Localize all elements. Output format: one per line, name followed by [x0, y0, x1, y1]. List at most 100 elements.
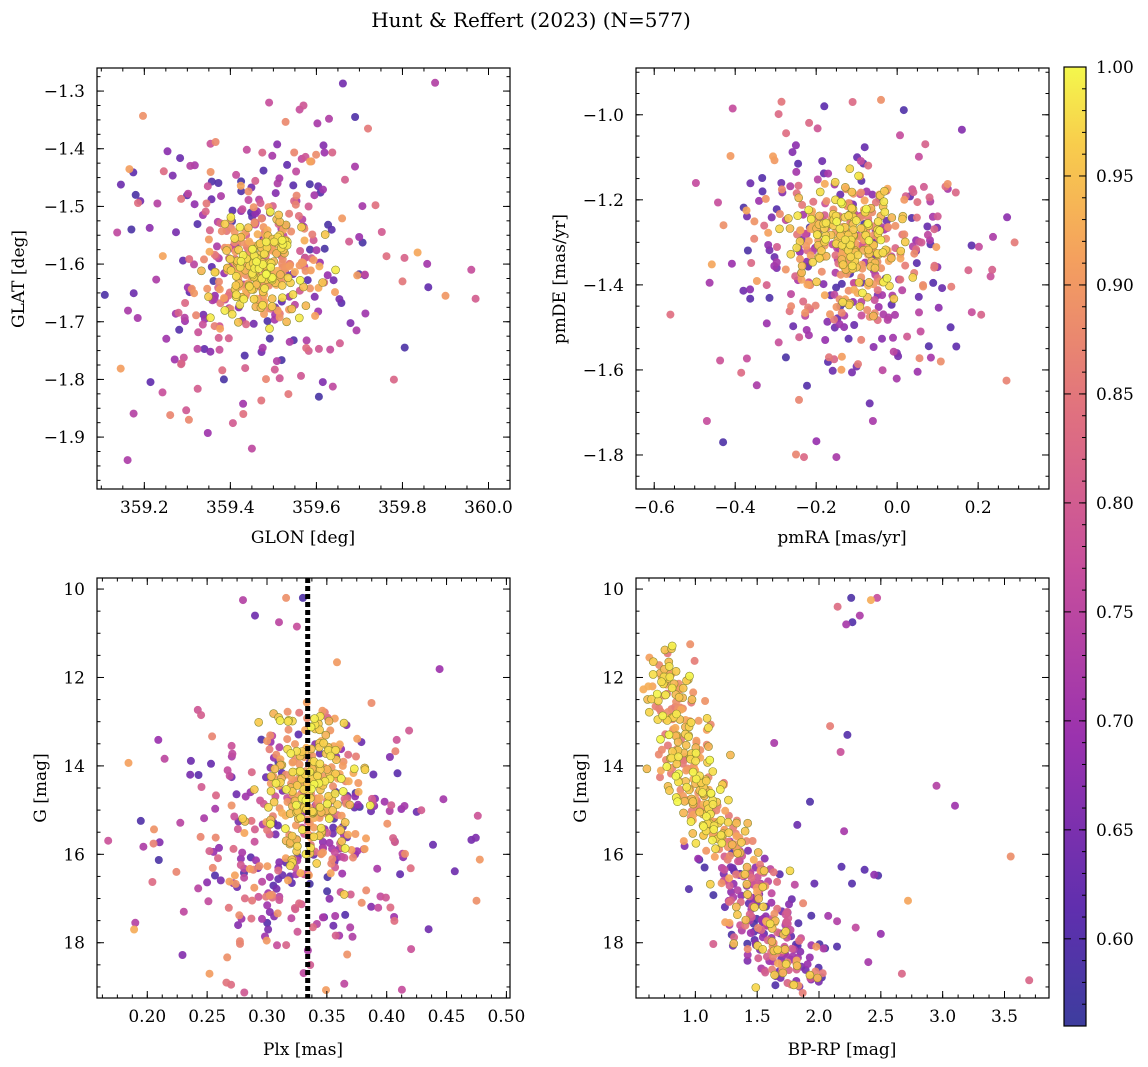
- data-point: [225, 771, 234, 780]
- panel-pmra-pmde: −0.6 −0.4 −0.2 0.0 0.2 −1.0 −1.2 −1.4 −1.6 −1.8 p…: [550, 67, 1050, 548]
- data-point: [658, 711, 668, 721]
- y-axis-label: pmDE [mas/yr]: [550, 214, 570, 344]
- data-point: [367, 902, 376, 911]
- data-point: [269, 797, 279, 807]
- data-point: [815, 187, 825, 197]
- colorbar-tick-label: 0.65: [1096, 821, 1134, 841]
- data-point: [254, 892, 263, 901]
- data-point: [828, 366, 837, 375]
- data-point: [130, 925, 139, 934]
- data-point: [329, 823, 338, 832]
- data-point: [277, 281, 287, 290]
- data-point: [266, 262, 276, 272]
- data-point: [361, 309, 370, 318]
- data-point: [360, 845, 369, 853]
- data-point: [315, 749, 324, 758]
- data-point: [148, 878, 157, 886]
- data-point: [746, 294, 755, 303]
- data-point: [367, 699, 376, 707]
- data-point: [648, 657, 658, 667]
- data-point: [285, 262, 294, 270]
- data-point: [913, 198, 922, 207]
- data-point: [824, 169, 833, 178]
- data-point: [767, 937, 777, 946]
- data-point: [220, 306, 230, 315]
- data-point: [915, 308, 923, 317]
- data-point: [682, 782, 692, 792]
- data-point: [769, 868, 778, 877]
- data-point: [778, 968, 788, 978]
- data-point: [354, 787, 363, 796]
- data-point: [175, 325, 184, 334]
- data-point: [838, 297, 848, 307]
- data-point: [310, 292, 319, 301]
- data-point: [870, 263, 880, 273]
- data-point: [216, 324, 225, 333]
- data-point: [806, 251, 815, 260]
- data-point: [684, 885, 693, 894]
- data-point: [172, 867, 181, 876]
- data-point: [762, 319, 771, 328]
- data-point: [283, 273, 293, 283]
- data-point: [295, 275, 305, 285]
- data-point: [891, 310, 899, 319]
- data-point: [315, 793, 324, 802]
- data-point: [855, 611, 864, 620]
- data-point: [283, 160, 292, 169]
- data-point: [319, 738, 328, 748]
- data-point: [214, 854, 222, 863]
- data-point: [855, 302, 865, 311]
- data-point: [306, 157, 315, 166]
- data-point: [837, 279, 846, 288]
- data-point: [285, 209, 294, 218]
- data-point: [207, 759, 215, 768]
- data-point: [863, 219, 873, 228]
- colorbar: 0.60 0.65 0.70 0.75 0.80 0.85 0.90 0.95 1.00: [1063, 58, 1134, 1027]
- data-point: [292, 167, 301, 176]
- data-point: [224, 334, 233, 343]
- data-point: [884, 223, 893, 232]
- data-point: [273, 909, 282, 918]
- data-point: [702, 713, 712, 723]
- data-point: [761, 968, 770, 977]
- data-point: [879, 310, 888, 319]
- data-point: [698, 788, 707, 797]
- data-point: [331, 288, 339, 297]
- data-point: [921, 140, 930, 149]
- data-point: [197, 266, 206, 276]
- data-point: [238, 848, 247, 857]
- data-point: [822, 197, 831, 206]
- data-point: [737, 838, 746, 847]
- data-point: [331, 931, 340, 940]
- data-point: [318, 838, 327, 846]
- data-point: [328, 148, 337, 157]
- data-point: [750, 217, 759, 226]
- data-point: [228, 206, 237, 215]
- data-point: [288, 290, 298, 299]
- data-point: [291, 800, 301, 810]
- data-point: [724, 828, 734, 838]
- data-point: [228, 419, 237, 428]
- data-point: [648, 670, 658, 679]
- x-axis-label: pmRA [mas/yr]: [777, 528, 906, 548]
- data-point: [158, 252, 167, 261]
- x-tick-label: 0.25: [188, 1007, 226, 1027]
- data-point: [289, 181, 298, 190]
- data-point: [797, 261, 807, 271]
- data-point: [104, 836, 113, 845]
- data-point: [260, 284, 269, 293]
- data-point: [794, 159, 803, 168]
- colorbar-tick-label: 0.80: [1096, 494, 1134, 514]
- data-point: [270, 764, 280, 774]
- data-point: [856, 224, 866, 233]
- data-point: [323, 799, 332, 809]
- data-point: [686, 817, 696, 826]
- y-tick-label: 16: [602, 845, 624, 865]
- data-point: [274, 866, 283, 875]
- data-point: [336, 774, 346, 783]
- data-point: [155, 838, 164, 847]
- data-point: [957, 125, 966, 134]
- data-point: [249, 203, 258, 212]
- data-point: [257, 214, 266, 223]
- data-point: [733, 848, 742, 858]
